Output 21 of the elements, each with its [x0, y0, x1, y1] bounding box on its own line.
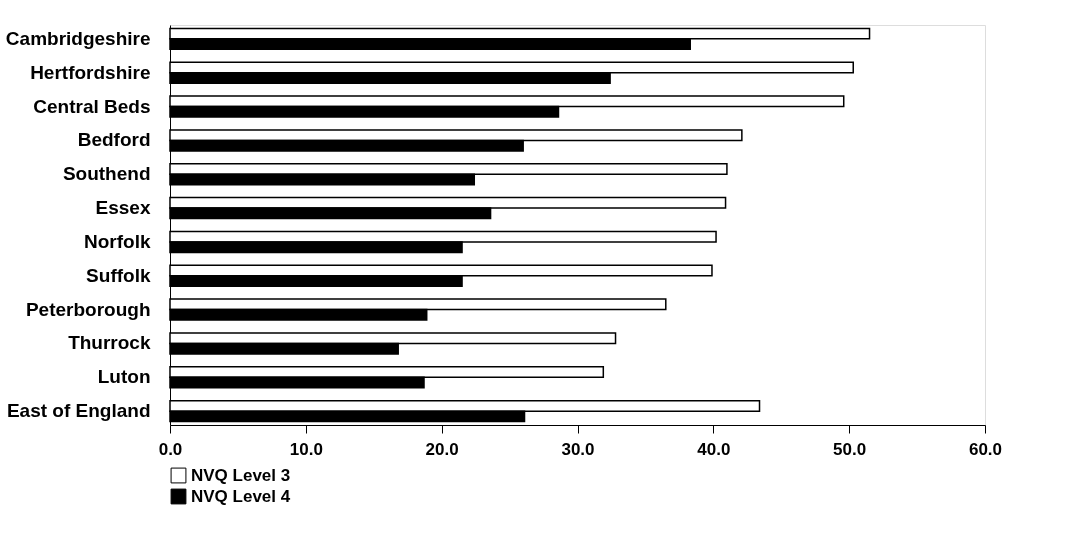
y-tick-label: Norfolk — [84, 230, 151, 252]
x-tick-label: 40.0 — [697, 439, 731, 459]
y-tick-label: Bedford — [77, 129, 151, 151]
y-tick-label: East of England — [6, 400, 151, 422]
y-tick-label: Suffolk — [86, 264, 151, 286]
y-tick-label: Cambridgeshire — [5, 27, 151, 49]
y-tick-label: Essex — [95, 197, 151, 219]
legend-label: NVQ Level 4 — [191, 486, 291, 506]
x-tick-label: 20.0 — [425, 439, 459, 459]
x-tick-label: 50.0 — [833, 439, 867, 459]
x-tick-label: 0.0 — [158, 439, 183, 459]
y-tick-label: Peterborough — [25, 298, 151, 320]
legend-label: NVQ Level 3 — [191, 465, 291, 485]
y-tick-label: Central Beds — [33, 95, 151, 117]
x-tick-label: 30.0 — [561, 439, 595, 459]
y-tick-label: Thurrock — [68, 332, 151, 354]
y-tick-label: Hertfordshire — [30, 61, 151, 83]
y-tick-label: Luton — [97, 366, 151, 388]
x-tick-label: 10.0 — [289, 439, 323, 459]
y-tick-label: Southend — [62, 163, 151, 185]
x-tick-label: 60.0 — [968, 439, 1003, 459]
